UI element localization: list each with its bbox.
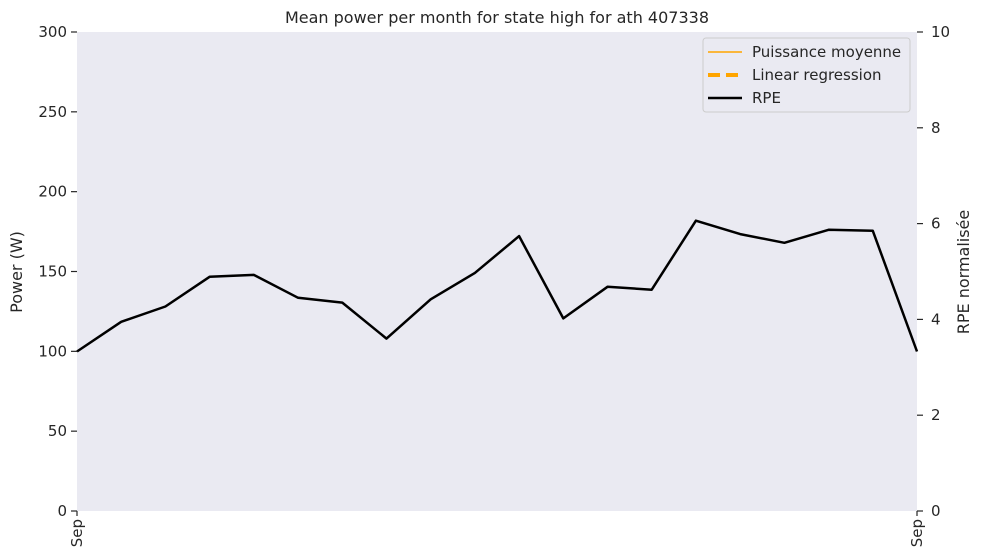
y-tick-label: 150	[38, 263, 67, 281]
legend-label-regression: Linear regression	[752, 66, 882, 84]
y2-tick-label: 0	[931, 502, 941, 520]
y2-tick-label: 4	[931, 310, 941, 328]
legend-label-rpe: RPE	[752, 89, 781, 107]
y-tick-label: 50	[48, 422, 67, 440]
series-layer	[76, 219, 919, 353]
right-y-axis: 0 2 4 6 8 10	[917, 23, 950, 520]
y2-tick-label: 8	[931, 119, 941, 137]
legend-label-puissance: Puissance moyenne	[752, 43, 901, 61]
left-y-axis: 0 50 100 150 200 250 300	[38, 23, 77, 520]
y2-tick-label: 6	[931, 215, 941, 233]
y-tick-label: 300	[38, 23, 67, 41]
y2-tick-label: 10	[931, 23, 950, 41]
x-tick-label: Sep	[68, 519, 86, 547]
chart-title: Mean power per month for state high for …	[285, 8, 709, 27]
y-axis-title: Power (W)	[7, 231, 26, 313]
y-tick-label: 0	[57, 502, 67, 520]
y-tick-label: 200	[38, 183, 67, 201]
x-axis: Sep Sep	[68, 511, 926, 547]
y2-tick-label: 2	[931, 406, 941, 424]
legend-box	[702, 37, 911, 113]
y2-axis-title: RPE normalisée	[954, 210, 973, 335]
y-tick-label: 250	[38, 103, 67, 121]
y-tick-label: 100	[38, 342, 67, 360]
legend: Puissance moyenne Linear regression RPE	[702, 37, 911, 113]
x-tick-label: Sep	[908, 519, 926, 547]
series-line-rpe	[76, 219, 919, 353]
